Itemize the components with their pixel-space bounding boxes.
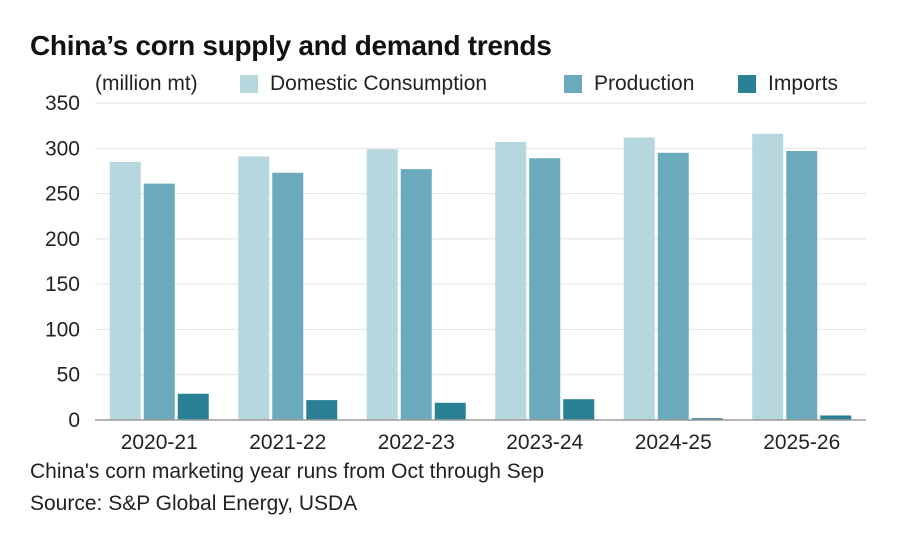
y-tick-label-0: 0	[68, 409, 80, 432]
x-tick-label-2021-22: 2021-22	[249, 431, 326, 454]
unit-label: (million mt)	[95, 72, 198, 95]
legend-item-imports: Imports	[738, 72, 838, 96]
bar-production-2024-25	[657, 152, 689, 421]
bar-production-2023-24	[529, 158, 561, 420]
y-tick-label-150: 150	[45, 273, 80, 296]
footnote-marketing-year: China's corn marketing year runs from Oc…	[30, 460, 545, 483]
y-tick-label-250: 250	[45, 183, 80, 206]
legend-label-domestic-consumption: Domestic Consumption	[270, 72, 488, 95]
bar-production-2022-23	[400, 169, 432, 420]
bar-imports-2024-25	[691, 418, 723, 420]
legend-item-production: Production	[564, 72, 694, 96]
y-tick-label-350: 350	[45, 92, 80, 115]
legend-swatch-production	[564, 75, 582, 93]
y-tick-label-300: 300	[45, 137, 80, 160]
y-tick-label-200: 200	[45, 228, 80, 251]
legend-label-imports: Imports	[768, 72, 839, 95]
footnote-source: Source: S&P Global Energy, USDA	[30, 492, 358, 515]
x-tick-label-2020-21: 2020-21	[121, 431, 198, 454]
bar-production-2025-26	[786, 151, 818, 420]
legend-swatch-imports	[738, 75, 756, 93]
legend-item-domestic-consumption: Domestic Consumption	[240, 72, 487, 96]
bar-imports-2021-22	[306, 400, 338, 420]
y-tick-label-50: 50	[57, 364, 80, 387]
bar-imports-2022-23	[434, 402, 466, 420]
bar-domestic-consumption-2023-24	[495, 141, 527, 420]
bar-domestic-consumption-2021-22	[238, 156, 270, 421]
bar-production-2021-22	[272, 172, 304, 420]
legend-label-production: Production	[594, 72, 695, 95]
bar-domestic-consumption-2024-25	[623, 137, 655, 420]
x-tick-label-2022-23: 2022-23	[378, 431, 455, 454]
y-tick-label-100: 100	[45, 318, 80, 341]
x-tick-label-2023-24: 2023-24	[506, 431, 583, 454]
bar-imports-2020-21	[177, 393, 209, 420]
legend-swatch-domestic-consumption	[240, 75, 258, 93]
bar-domestic-consumption-2025-26	[752, 133, 784, 420]
bar-imports-2025-26	[820, 415, 852, 420]
bar-domestic-consumption-2020-21	[109, 161, 141, 420]
x-tick-label-2025-26: 2025-26	[763, 431, 840, 454]
bar-imports-2023-24	[563, 399, 595, 420]
bar-domestic-consumption-2022-23	[366, 149, 398, 421]
x-tick-label-2024-25: 2024-25	[635, 431, 712, 454]
chart-title: China’s corn supply and demand trends	[30, 30, 552, 61]
bar-production-2020-21	[143, 183, 175, 420]
